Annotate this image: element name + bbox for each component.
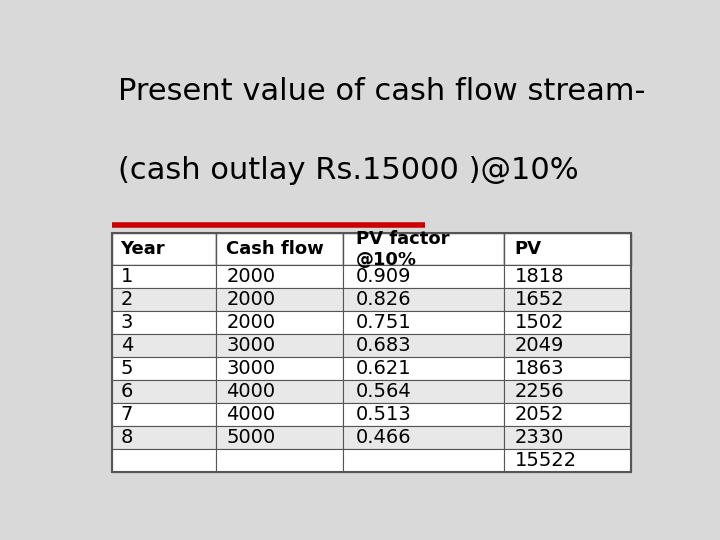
Text: 4000: 4000 [226,406,275,424]
Bar [343,266,505,288]
Text: 1: 1 [121,267,133,286]
Text: 3: 3 [121,313,133,333]
Text: Cash flow: Cash flow [226,240,324,258]
Bar [505,426,631,449]
Bar [112,233,216,266]
Bar [112,312,216,334]
Text: 7: 7 [121,406,133,424]
Bar [505,266,631,288]
Bar [112,266,216,288]
Text: PV: PV [515,240,541,258]
Bar [112,357,216,380]
Bar [216,233,343,266]
Text: 1863: 1863 [515,360,564,379]
Bar [343,334,505,357]
Bar [216,449,343,472]
Bar [505,288,631,312]
Bar [112,426,216,449]
Bar [216,426,343,449]
Text: 0.909: 0.909 [356,267,411,286]
Text: 2000: 2000 [226,267,275,286]
Text: 3000: 3000 [226,336,275,355]
Text: 2000: 2000 [226,313,275,333]
Bar [216,380,343,403]
Text: 0.683: 0.683 [356,336,412,355]
Bar [343,357,505,380]
Bar [505,380,631,403]
Text: Year: Year [121,240,166,258]
Text: Present value of cash flow stream-: Present value of cash flow stream- [118,77,645,106]
Bar [505,403,631,426]
Bar [216,357,343,380]
Bar [343,380,505,403]
Bar [216,288,343,312]
Text: 1502: 1502 [515,313,564,333]
Bar [112,233,631,472]
Text: 1652: 1652 [515,291,564,309]
Text: PV factor
@10%: PV factor @10% [356,230,449,269]
Text: 0.751: 0.751 [356,313,412,333]
Text: 0.621: 0.621 [356,360,412,379]
Text: 0.564: 0.564 [356,382,412,401]
Bar [216,312,343,334]
Bar [112,288,216,312]
Text: 4000: 4000 [226,382,275,401]
Bar [112,380,216,403]
Bar [343,312,505,334]
Bar [112,334,216,357]
Text: 6: 6 [121,382,133,401]
Text: 0.826: 0.826 [356,291,412,309]
Bar [343,403,505,426]
Bar [505,357,631,380]
Text: 2: 2 [121,291,133,309]
Text: 3000: 3000 [226,360,275,379]
Bar [343,233,505,266]
Bar [505,449,631,472]
Text: 5: 5 [121,360,133,379]
Bar [505,312,631,334]
Bar [505,334,631,357]
Text: 4: 4 [121,336,133,355]
Text: 2330: 2330 [515,428,564,447]
Text: 2000: 2000 [226,291,275,309]
Text: (cash outlay Rs.15000 )@10%: (cash outlay Rs.15000 )@10% [118,156,579,185]
Bar [343,449,505,472]
Text: 15522: 15522 [515,451,577,470]
Bar [343,426,505,449]
Text: 1818: 1818 [515,267,564,286]
Bar [505,233,631,266]
Text: 2049: 2049 [515,336,564,355]
Bar [112,449,216,472]
Bar [216,403,343,426]
Text: 2256: 2256 [515,382,564,401]
Bar [343,288,505,312]
Text: 0.513: 0.513 [356,406,412,424]
Bar [216,334,343,357]
Bar [112,403,216,426]
Text: 2052: 2052 [515,406,564,424]
Text: 5000: 5000 [226,428,276,447]
Text: 8: 8 [121,428,133,447]
Text: 0.466: 0.466 [356,428,412,447]
Bar [216,266,343,288]
